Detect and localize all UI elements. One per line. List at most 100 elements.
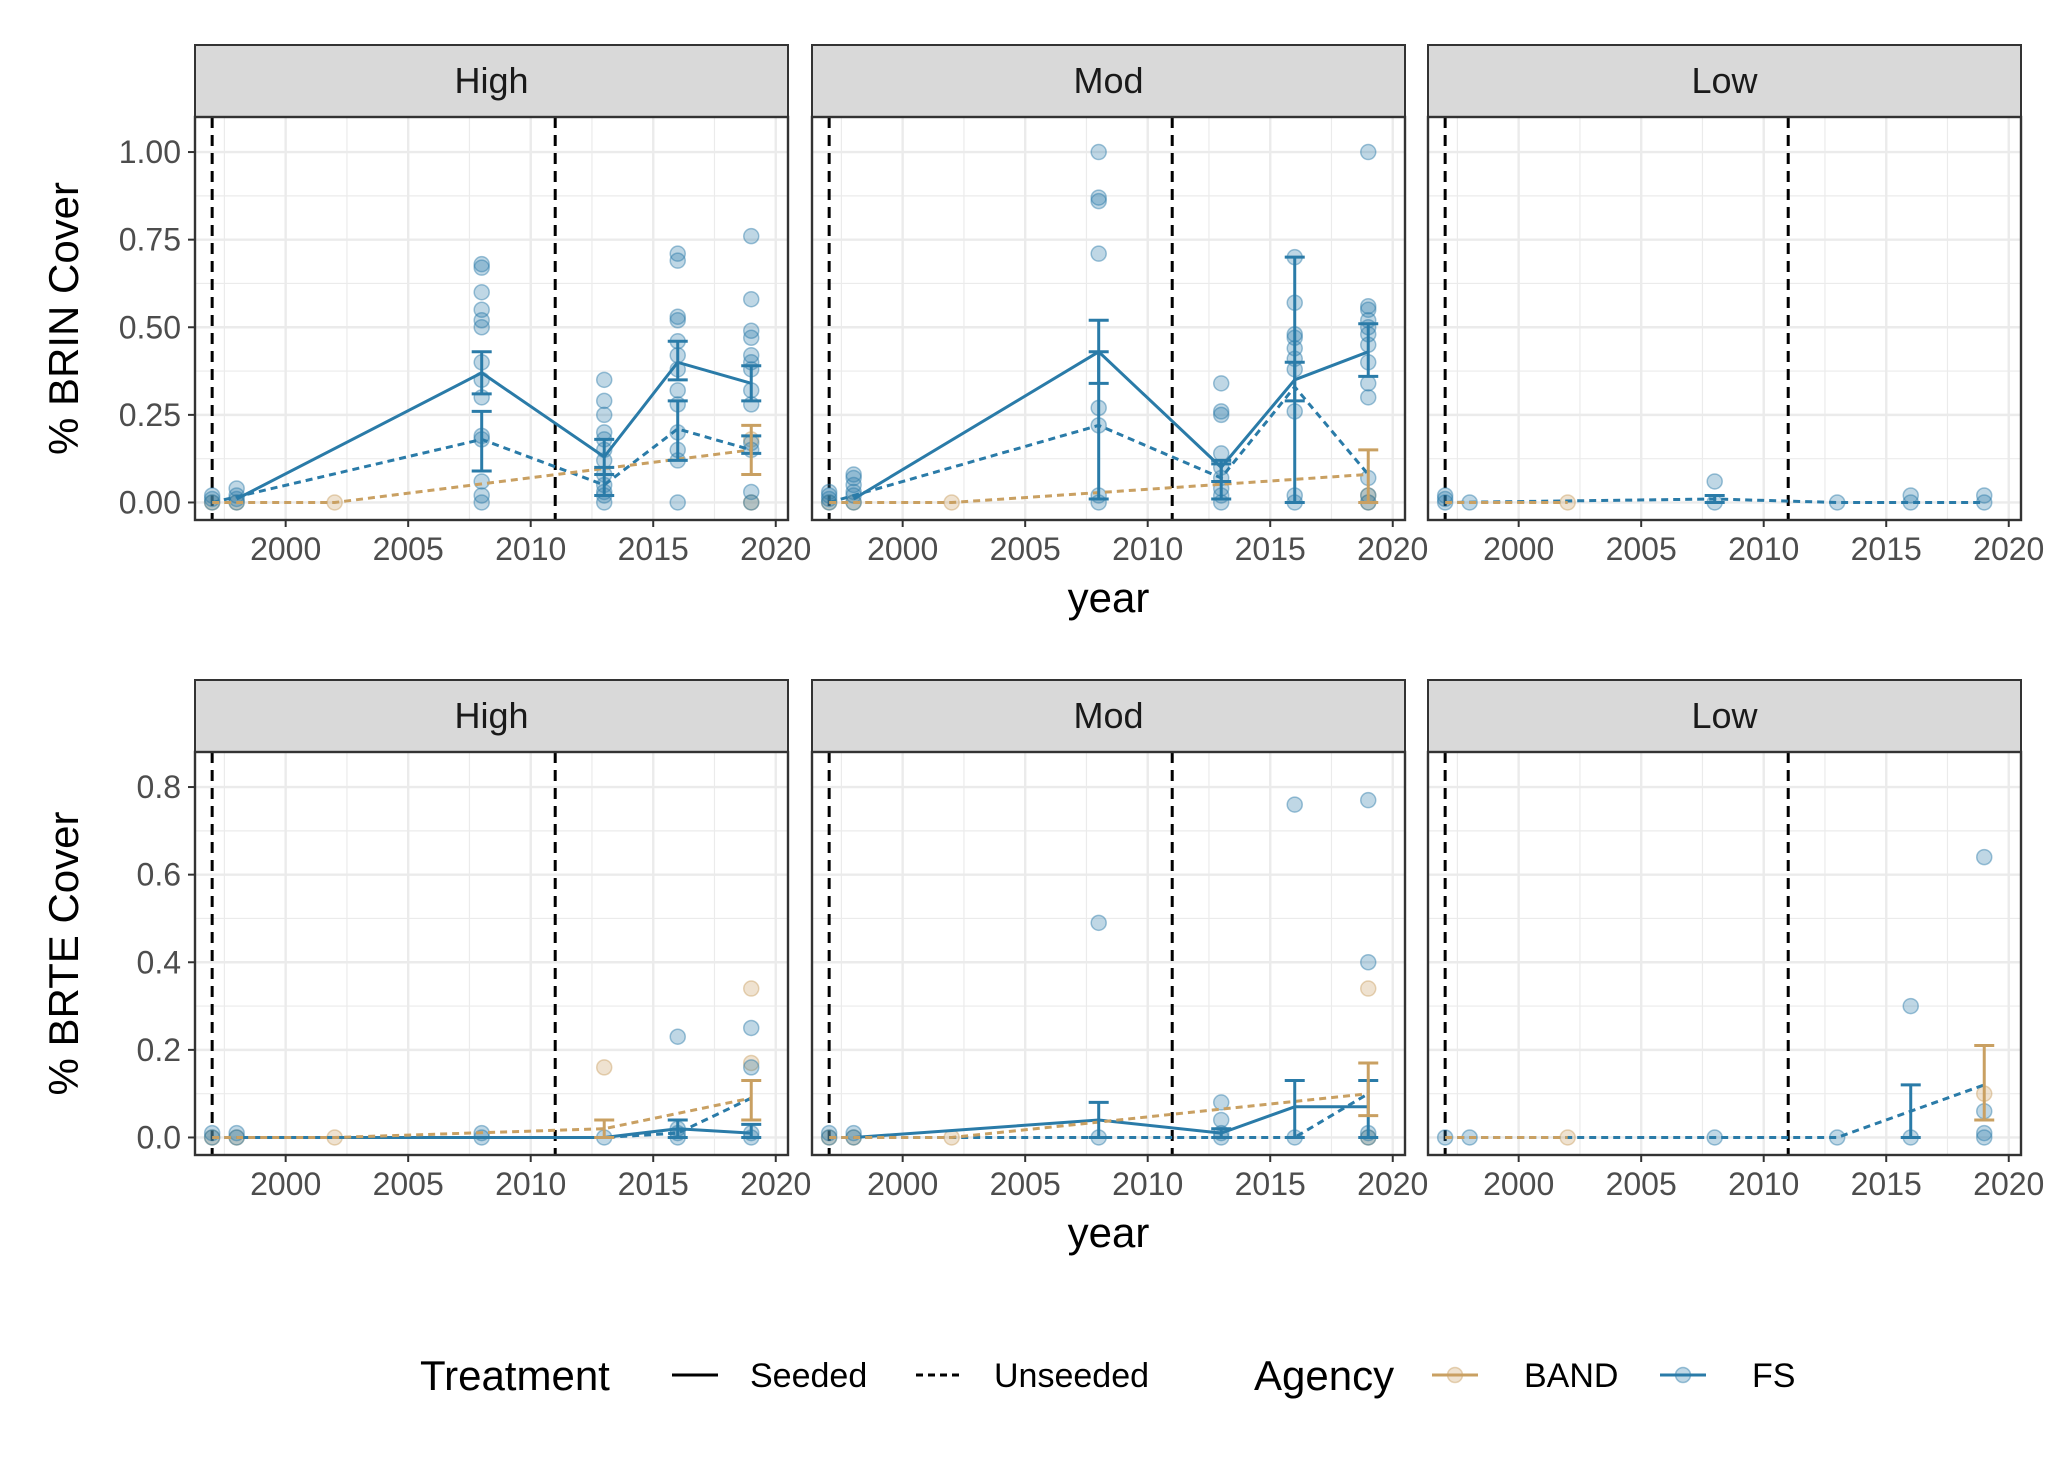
data-point-fs (1902, 997, 1919, 1015)
x-axis-title: year (1068, 574, 1150, 621)
y-tick-label: 0.4 (137, 944, 181, 980)
x-tick-label: 2020 (1357, 531, 1428, 567)
data-point-fs (742, 347, 760, 364)
error-bar-fs (1088, 350, 1109, 501)
facet-strip-label: High (454, 695, 528, 736)
data-point-fs (820, 483, 838, 501)
facet-panel-mod: Mod 2000 2005 2010 2015 2020 (810, 44, 1428, 567)
panel-background (1428, 117, 2021, 520)
facet-strip (811, 679, 1406, 753)
x-tick-label: 2010 (1728, 1166, 1799, 1202)
x-tick-label: 2020 (1973, 531, 2044, 567)
data-point-fs (473, 494, 490, 511)
data-point-fs (742, 1019, 760, 1037)
x-tick-label: 2005 (990, 531, 1061, 567)
x-axis-title: year (1068, 1209, 1150, 1256)
data-point-fs (820, 487, 838, 504)
legend: Treatment Seeded Unseeded Agency BAND FS (420, 1352, 1795, 1399)
y-axis-title: % BRIN Cover (40, 182, 87, 455)
error-bar-fs (667, 399, 688, 462)
series-line-fs-unseeded (211, 427, 752, 504)
error-bar-band (594, 1118, 615, 1139)
series-line-band-unseeded (829, 472, 1369, 504)
data-point-band (742, 980, 760, 997)
data-point-fs (595, 424, 613, 441)
x-tick-label: 2010 (1112, 531, 1183, 567)
y-tick-label: 0.8 (137, 769, 181, 805)
data-point-fs (595, 371, 613, 389)
data-point-fs (669, 1028, 686, 1045)
data-point-fs (595, 392, 613, 410)
error-bar-fs (741, 1122, 762, 1139)
data-point-fs (1359, 301, 1377, 318)
legend-label-fs: FS (1752, 1357, 1795, 1395)
error-bar-fs (1211, 1127, 1232, 1139)
legend-key-point-band (1446, 1366, 1464, 1384)
error-bar-fs (741, 364, 762, 403)
data-point-fs (203, 487, 221, 504)
y-tick-label: 1.00 (119, 134, 181, 170)
facet-strip (1427, 44, 2022, 118)
error-bar-fs (1211, 462, 1232, 501)
facet-panel-high: High 2000 2005 2010 2015 2020 0.00 0.25 0.50 0.75… (119, 44, 811, 567)
x-tick-label: 2000 (1483, 1166, 1554, 1202)
y-tick-label: 0.00 (119, 484, 181, 520)
data-point-band (742, 494, 760, 511)
facet-panel-low: Low 2000 2005 2010 2015 2020 (1426, 679, 2044, 1202)
data-point-fs (669, 245, 686, 262)
data-point-fs (473, 312, 490, 329)
y-tick-label: 0.50 (119, 309, 181, 345)
data-point-fs (820, 1129, 838, 1146)
error-bar-band (1358, 448, 1379, 504)
data-point-fs (1706, 473, 1723, 490)
data-point-band (203, 1129, 221, 1146)
x-tick-label: 2015 (1851, 531, 1922, 567)
error-bar-fs (1088, 1100, 1109, 1139)
legend-label-unseeded: Unseeded (994, 1357, 1149, 1395)
data-point-fs (1212, 406, 1230, 424)
data-point-fs (473, 473, 490, 490)
x-tick-label: 2015 (1235, 1166, 1306, 1202)
data-point-band (820, 494, 838, 511)
y-tick-label: 0.6 (137, 857, 181, 893)
x-tick-label: 2000 (1483, 531, 1554, 567)
panel-border (810, 115, 1407, 522)
x-tick-label: 2005 (373, 1166, 444, 1202)
panel-border (1426, 750, 2023, 1157)
error-bar-band (741, 423, 762, 476)
data-point-fs (1090, 192, 1107, 210)
y-tick-label: 0.25 (119, 397, 181, 433)
data-point-fs (1975, 487, 1993, 504)
error-bar-fs (471, 409, 492, 473)
data-point-fs (1212, 445, 1230, 462)
x-tick-label: 2015 (1235, 531, 1306, 567)
x-tick-label: 2000 (867, 1166, 938, 1202)
y-tick-label: 0.75 (119, 222, 181, 258)
x-tick-label: 2005 (1606, 1166, 1677, 1202)
data-point-band (595, 1059, 613, 1076)
x-tick-label: 2010 (495, 1166, 566, 1202)
data-point-fs (473, 487, 490, 504)
facet-strip-label: Mod (1073, 60, 1143, 101)
x-tick-label: 2015 (1851, 1166, 1922, 1202)
data-point-band (742, 1054, 760, 1072)
data-point-fs (1090, 189, 1107, 206)
error-bar-fs (1358, 322, 1379, 378)
data-point-fs (1975, 1129, 1993, 1146)
data-point-band (1359, 980, 1377, 997)
panel-background (812, 117, 1405, 520)
data-point-fs (742, 322, 760, 340)
data-point-fs (669, 252, 686, 269)
error-bar-fs (667, 1118, 688, 1139)
x-tick-label: 2015 (618, 531, 689, 567)
data-point-fs (742, 483, 760, 501)
error-bar-fs (667, 339, 688, 382)
data-point-fs (1090, 914, 1107, 932)
error-bar-fs (1900, 1083, 1921, 1139)
panel-background (812, 752, 1405, 1155)
data-point-fs (1212, 1094, 1230, 1111)
facet-panel-mod: Mod 2000 2005 2010 2015 2020 (810, 679, 1428, 1202)
data-point-fs (742, 227, 760, 245)
data-point-fs (845, 469, 862, 487)
data-point-fs (1436, 494, 1454, 511)
